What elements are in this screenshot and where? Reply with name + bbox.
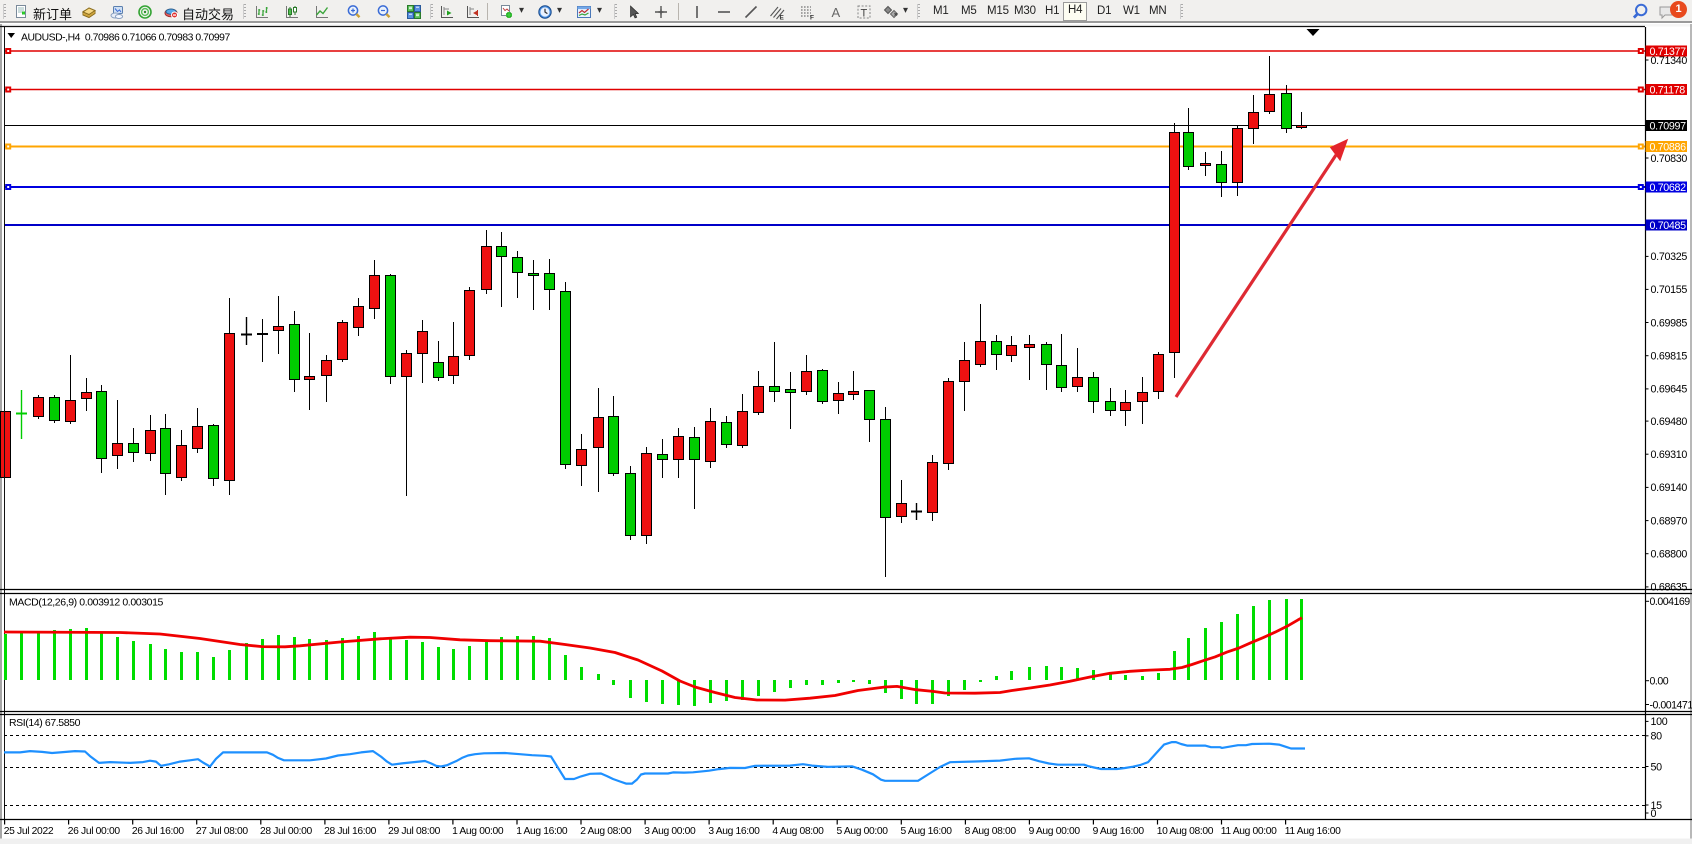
svg-text:9 Aug 16:00: 9 Aug 16:00 [1093, 826, 1145, 837]
svg-text:11 Aug 16:00: 11 Aug 16:00 [1285, 826, 1341, 837]
svg-text:2 Aug 08:00: 2 Aug 08:00 [580, 826, 632, 837]
svg-text:0.00: 0.00 [1650, 676, 1669, 688]
svg-text:0.68635: 0.68635 [1651, 582, 1688, 594]
svg-text:A: A [832, 5, 841, 20]
svg-text:10 Aug 08:00: 10 Aug 08:00 [1157, 826, 1214, 837]
svg-text:MACD(12,26,9) 0.003912 0.00301: MACD(12,26,9) 0.003912 0.003015 [9, 597, 164, 609]
svg-text:15: 15 [1651, 800, 1663, 812]
svg-text:0.70325: 0.70325 [1651, 251, 1688, 263]
svg-text:0.68970: 0.68970 [1651, 515, 1688, 527]
svg-text:AUDUSD-,H4 0.70986 0.71066 0.: AUDUSD-,H4 0.70986 0.71066 0.70983 0.709… [21, 33, 230, 44]
svg-text:F: F [810, 14, 814, 21]
svg-text:1 Aug 00:00: 1 Aug 00:00 [452, 826, 504, 837]
svg-text:0.71377: 0.71377 [1650, 46, 1687, 58]
svg-text:T: T [861, 8, 868, 20]
svg-text:8 Aug 08:00: 8 Aug 08:00 [965, 826, 1017, 837]
svg-text:4 Aug 08:00: 4 Aug 08:00 [772, 826, 824, 837]
svg-text:9 Aug 00:00: 9 Aug 00:00 [1029, 826, 1081, 837]
svg-text:26 Jul 16:00: 26 Jul 16:00 [132, 826, 185, 837]
svg-text:0.69140: 0.69140 [1651, 482, 1688, 494]
svg-text:11 Aug 00:00: 11 Aug 00:00 [1221, 826, 1277, 837]
svg-text:100: 100 [1651, 716, 1668, 728]
svg-text:29 Jul 08:00: 29 Jul 08:00 [388, 826, 441, 837]
svg-text:0.69645: 0.69645 [1651, 384, 1688, 396]
svg-text:0.69480: 0.69480 [1651, 416, 1688, 428]
svg-text:0.71340: 0.71340 [1651, 55, 1688, 67]
svg-text:27 Jul 08:00: 27 Jul 08:00 [196, 826, 249, 837]
svg-text:0.68800: 0.68800 [1651, 549, 1688, 561]
svg-text:5 Aug 00:00: 5 Aug 00:00 [837, 826, 889, 837]
svg-text:80: 80 [1651, 731, 1663, 743]
svg-text:0.70886: 0.70886 [1650, 142, 1687, 154]
svg-text:0.70682: 0.70682 [1650, 182, 1687, 194]
svg-text:28 Jul 00:00: 28 Jul 00:00 [260, 826, 313, 837]
svg-text:0.69815: 0.69815 [1651, 351, 1688, 363]
svg-text:3 Aug 00:00: 3 Aug 00:00 [644, 826, 696, 837]
svg-text:0.70155: 0.70155 [1651, 284, 1688, 296]
svg-text:26 Jul 00:00: 26 Jul 00:00 [68, 826, 121, 837]
svg-text:25 Jul 2022: 25 Jul 2022 [4, 826, 54, 837]
svg-text:0.70485: 0.70485 [1650, 220, 1687, 232]
svg-text:-0.001471: -0.001471 [1650, 699, 1692, 711]
svg-text:0.69310: 0.69310 [1651, 449, 1688, 461]
svg-text:0.70830: 0.70830 [1651, 153, 1688, 165]
svg-text:0.004169: 0.004169 [1650, 596, 1691, 608]
svg-text:50: 50 [1651, 761, 1663, 773]
svg-text:3 Aug 16:00: 3 Aug 16:00 [708, 826, 760, 837]
svg-text:0.70997: 0.70997 [1650, 121, 1687, 133]
svg-text:E: E [779, 14, 784, 21]
svg-text:5 Aug 16:00: 5 Aug 16:00 [901, 826, 953, 837]
svg-text:0: 0 [1651, 808, 1657, 820]
svg-text:0.69985: 0.69985 [1651, 317, 1688, 329]
svg-text:28 Jul 16:00: 28 Jul 16:00 [324, 826, 377, 837]
svg-text:1 Aug 16:00: 1 Aug 16:00 [516, 826, 568, 837]
svg-text:0.71178: 0.71178 [1650, 85, 1686, 97]
svg-text:RSI(14) 67.5850: RSI(14) 67.5850 [9, 717, 81, 729]
